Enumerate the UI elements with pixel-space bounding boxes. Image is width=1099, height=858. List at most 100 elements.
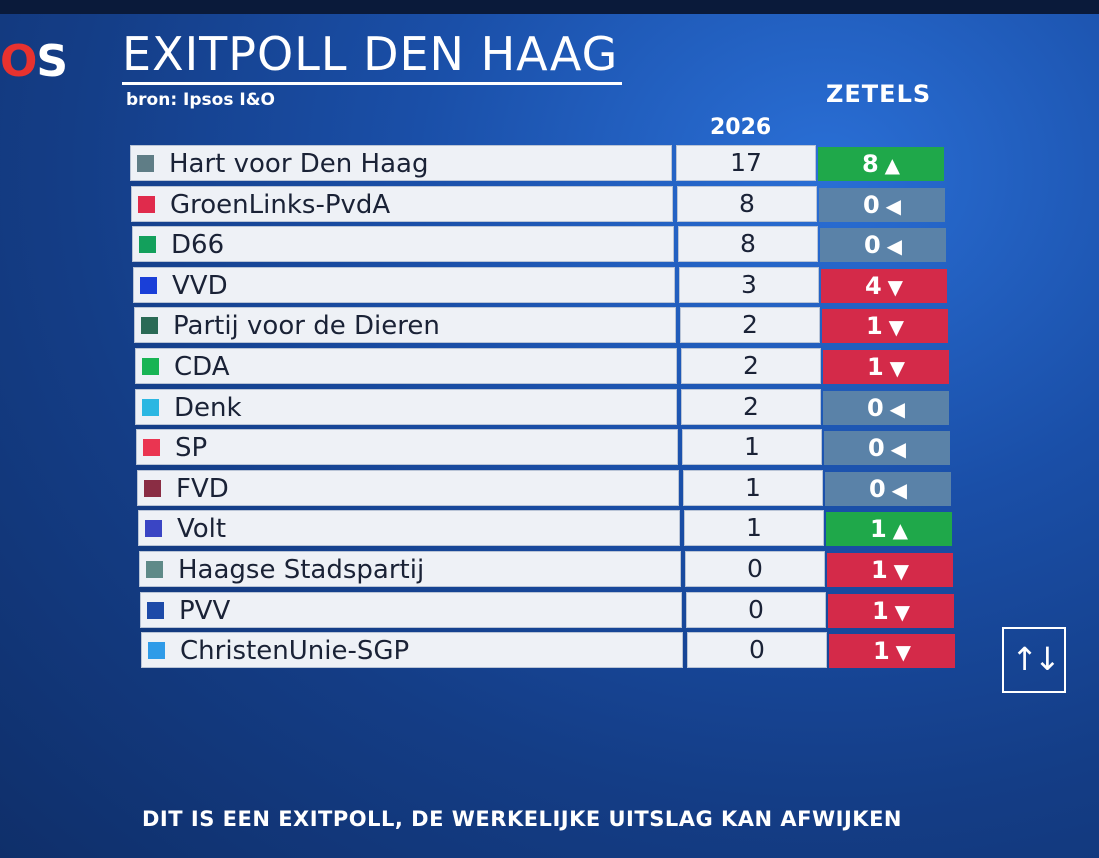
- party-name-cell: CDA: [135, 347, 677, 384]
- party-color-swatch: [148, 642, 165, 660]
- party-name: D66: [171, 230, 225, 261]
- seat-change-badge: 1 ▼: [828, 593, 954, 628]
- table-row: Denk 2 0 ◀: [135, 388, 955, 429]
- seat-change-value: 1: [870, 555, 888, 584]
- arrow-up-icon: ▲: [892, 518, 909, 543]
- seat-change-value: 1: [869, 515, 887, 544]
- party-name-cell: ChristenUnie-SGP: [141, 632, 683, 669]
- seat-change-value: 1: [871, 596, 889, 625]
- party-color-swatch: [145, 520, 162, 538]
- party-name-cell: VVD: [133, 266, 675, 303]
- seats-2026-cell: 1: [683, 469, 823, 506]
- seat-change-badge: 0 ◀: [825, 471, 951, 506]
- party-color-swatch: [146, 560, 163, 578]
- party-name-cell: D66: [132, 226, 674, 263]
- party-name: Haagse Stadspartij: [178, 554, 425, 585]
- top-band: [0, 0, 1099, 14]
- seats-2026-cell: 3: [679, 266, 819, 303]
- party-color-swatch: [138, 195, 155, 213]
- arrow-down-icon: ▼: [893, 558, 910, 583]
- arrow-left-icon: ◀: [886, 234, 903, 259]
- seat-change-value: 8: [861, 150, 879, 178]
- arrow-left-icon: ◀: [891, 477, 908, 502]
- arrow-up-icon: ▲: [884, 153, 901, 177]
- page-title: EXITPOLL DEN HAAG: [122, 26, 623, 85]
- logo-letter-s: S: [36, 36, 68, 87]
- seats-2026-cell: 8: [678, 226, 818, 263]
- seat-change-badge: 1 ▼: [829, 634, 955, 669]
- party-name: Volt: [177, 514, 227, 545]
- party-name: Denk: [174, 392, 242, 423]
- seat-change-badge: 0 ◀: [824, 431, 950, 466]
- table-row: GroenLinks-PvdA 8 0 ◀: [131, 185, 955, 226]
- party-name-cell: Partij voor de Dieren: [134, 307, 676, 344]
- table-row: FVD 1 0 ◀: [137, 469, 955, 510]
- sort-button[interactable]: ↑↓: [1002, 627, 1066, 693]
- seat-change-value: 0: [863, 231, 881, 260]
- seat-change-value: 4: [864, 271, 882, 300]
- seats-2026-cell: 0: [685, 550, 825, 587]
- party-name: VVD: [172, 270, 228, 301]
- party-name-cell: Volt: [138, 510, 680, 547]
- seat-change-value: 1: [872, 637, 890, 666]
- party-color-swatch: [139, 236, 156, 254]
- seat-change-badge: 0 ◀: [823, 390, 949, 425]
- arrow-down-icon: ▼: [894, 599, 911, 624]
- seat-change-badge: 1 ▼: [823, 349, 949, 384]
- table-row: Volt 1 1 ▲: [138, 510, 955, 550]
- seats-2026-cell: 2: [681, 388, 821, 425]
- table-row: SP 1 0 ◀: [136, 429, 955, 469]
- seats-column-header: ZETELS: [826, 80, 932, 108]
- seats-2026-cell: 1: [684, 510, 824, 547]
- seats-2026-cell: 2: [681, 347, 821, 384]
- seat-change-value: 1: [866, 352, 884, 381]
- seat-change-badge: 1 ▼: [827, 552, 953, 587]
- party-name: Partij voor de Dieren: [173, 311, 440, 342]
- party-name-cell: PVV: [140, 591, 682, 628]
- results-table: Hart voor Den Haag 17 8 ▲ GroenLinks-PvdA 8 0 ◀…: [130, 145, 955, 673]
- party-name-cell: GroenLinks-PvdA: [131, 185, 673, 222]
- source-label: bron: Ipsos I&O: [126, 90, 275, 110]
- table-row: CDA 2 1 ▼: [135, 347, 955, 388]
- seat-change-value: 0: [868, 474, 886, 503]
- year-column-header: 2026: [710, 115, 772, 140]
- sort-arrows-icon: ↑↓: [1011, 640, 1061, 678]
- party-name-cell: Denk: [135, 388, 677, 425]
- seats-2026-cell: 2: [680, 307, 820, 344]
- party-name-cell: Hart voor Den Haag: [130, 145, 672, 181]
- seats-2026-cell: 17: [676, 145, 816, 181]
- seats-2026-cell: 1: [682, 429, 822, 466]
- party-name: SP: [175, 433, 208, 464]
- logo-letter-o: O: [0, 36, 37, 87]
- seat-change-badge: 1 ▼: [822, 309, 948, 344]
- party-name: CDA: [174, 351, 230, 382]
- seat-change-badge: 0 ◀: [820, 228, 946, 263]
- arrow-down-icon: ▼: [888, 315, 905, 340]
- seat-change-value: 0: [867, 434, 885, 463]
- arrow-left-icon: ◀: [890, 437, 907, 462]
- party-name: Hart voor Den Haag: [169, 149, 429, 179]
- seats-2026-cell: 0: [686, 591, 826, 628]
- party-color-swatch: [140, 276, 157, 294]
- seat-change-badge: 8 ▲: [818, 147, 944, 181]
- party-name: PVV: [179, 595, 231, 626]
- seat-change-value: 0: [862, 190, 880, 219]
- party-color-swatch: [147, 601, 164, 619]
- seats-2026-cell: 0: [687, 632, 827, 669]
- table-row: PVV 0 1 ▼: [140, 591, 955, 632]
- table-row: Partij voor de Dieren 2 1 ▼: [134, 307, 955, 347]
- party-color-swatch: [142, 357, 159, 375]
- arrow-down-icon: ▼: [889, 355, 906, 380]
- disclaimer: DIT IS EEN EXITPOLL, DE WERKELIJKE UITSL…: [142, 807, 902, 831]
- arrow-down-icon: ▼: [895, 640, 912, 665]
- party-color-swatch: [142, 398, 159, 416]
- table-row: ChristenUnie-SGP 0 1 ▼: [141, 632, 955, 672]
- party-name-cell: FVD: [137, 469, 679, 506]
- arrow-left-icon: ◀: [889, 396, 906, 421]
- seat-change-badge: 4 ▼: [821, 268, 947, 303]
- table-row: D66 8 0 ◀: [132, 226, 955, 266]
- party-color-swatch: [143, 439, 160, 457]
- party-name: GroenLinks-PvdA: [170, 189, 391, 220]
- table-row: Haagse Stadspartij 0 1 ▼: [139, 550, 955, 591]
- nos-logo: OS: [0, 36, 68, 87]
